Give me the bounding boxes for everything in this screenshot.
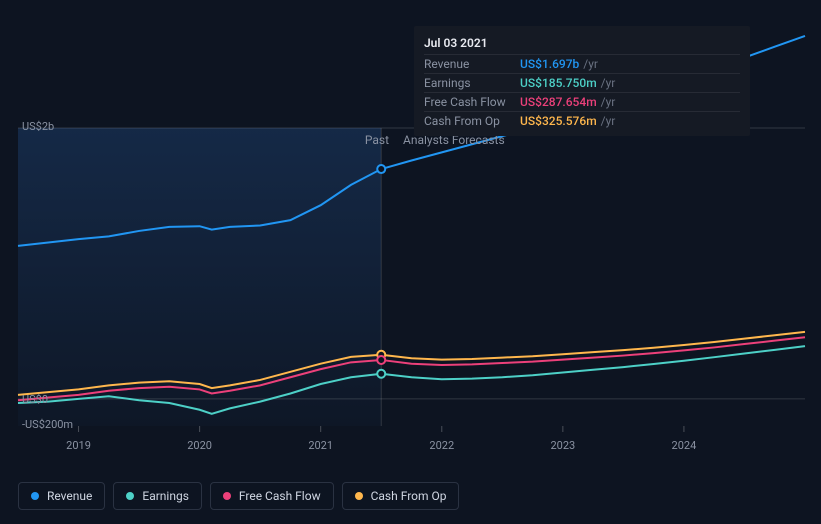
series-marker-fcf xyxy=(377,356,385,364)
plot-area[interactable]: US$2b US$0 -US$200m Past Analysts Foreca… xyxy=(18,128,805,438)
tooltip-metric-label: Earnings xyxy=(424,76,520,90)
chart-svg xyxy=(18,128,805,438)
x-tick-label: 2021 xyxy=(308,439,333,452)
legend-item-free-cash-flow[interactable]: Free Cash Flow xyxy=(210,482,334,510)
tooltip-metric-value: US$1.697b xyxy=(520,57,579,71)
tooltip-metric-label: Revenue xyxy=(424,57,520,71)
x-tick-label: 2019 xyxy=(66,439,91,452)
legend-label: Revenue xyxy=(47,489,92,503)
y-tick-label: US$0 xyxy=(22,393,48,406)
x-tick-label: 2023 xyxy=(550,439,575,452)
x-tick-label: 2024 xyxy=(672,439,697,452)
series-line-earnings xyxy=(18,346,805,414)
financials-chart: US$2b US$0 -US$200m Past Analysts Foreca… xyxy=(18,10,805,438)
past-label: Past xyxy=(365,133,389,147)
chart-legend: Revenue Earnings Free Cash Flow Cash From O… xyxy=(18,482,459,510)
tooltip-metric-value: US$185.750m xyxy=(520,76,597,90)
chart-tooltip: Jul 03 2021 RevenueUS$1.697b/yrEarningsU… xyxy=(414,26,750,136)
legend-label: Earnings xyxy=(142,489,189,503)
tooltip-row: EarningsUS$185.750m/yr xyxy=(424,73,740,92)
legend-dot xyxy=(31,492,39,500)
x-tick-label: 2020 xyxy=(187,439,212,452)
y-tick-label: US$2b xyxy=(22,120,54,133)
y-tick-label: -US$200m xyxy=(22,418,73,431)
tooltip-row: RevenueUS$1.697b/yr xyxy=(424,54,740,73)
tooltip-unit: /yr xyxy=(601,95,616,109)
tooltip-metric-value: US$325.576m xyxy=(520,114,597,128)
tooltip-unit: /yr xyxy=(601,114,616,128)
tooltip-metric-label: Free Cash Flow xyxy=(424,95,520,109)
x-tick-label: 2022 xyxy=(429,439,454,452)
tooltip-row: Free Cash FlowUS$287.654m/yr xyxy=(424,92,740,111)
tooltip-date: Jul 03 2021 xyxy=(424,32,740,54)
tooltip-unit: /yr xyxy=(583,57,598,71)
legend-label: Free Cash Flow xyxy=(239,489,321,503)
legend-label: Cash From Op xyxy=(371,489,447,503)
tooltip-metric-value: US$287.654m xyxy=(520,95,597,109)
tooltip-metric-label: Cash From Op xyxy=(424,114,520,128)
series-marker-earnings xyxy=(377,370,385,378)
legend-dot xyxy=(126,492,134,500)
tooltip-unit: /yr xyxy=(601,76,616,90)
tooltip-row: Cash From OpUS$325.576m/yr xyxy=(424,111,740,130)
legend-dot xyxy=(355,492,363,500)
legend-item-revenue[interactable]: Revenue xyxy=(18,482,105,510)
series-marker-revenue xyxy=(377,165,385,173)
legend-item-earnings[interactable]: Earnings xyxy=(113,482,202,510)
legend-item-cash-from-op[interactable]: Cash From Op xyxy=(342,482,460,510)
x-axis-labels: 2019 2020 2021 2022 2023 2024 xyxy=(18,439,805,459)
legend-dot xyxy=(223,492,231,500)
series-line-fcf xyxy=(18,337,805,400)
